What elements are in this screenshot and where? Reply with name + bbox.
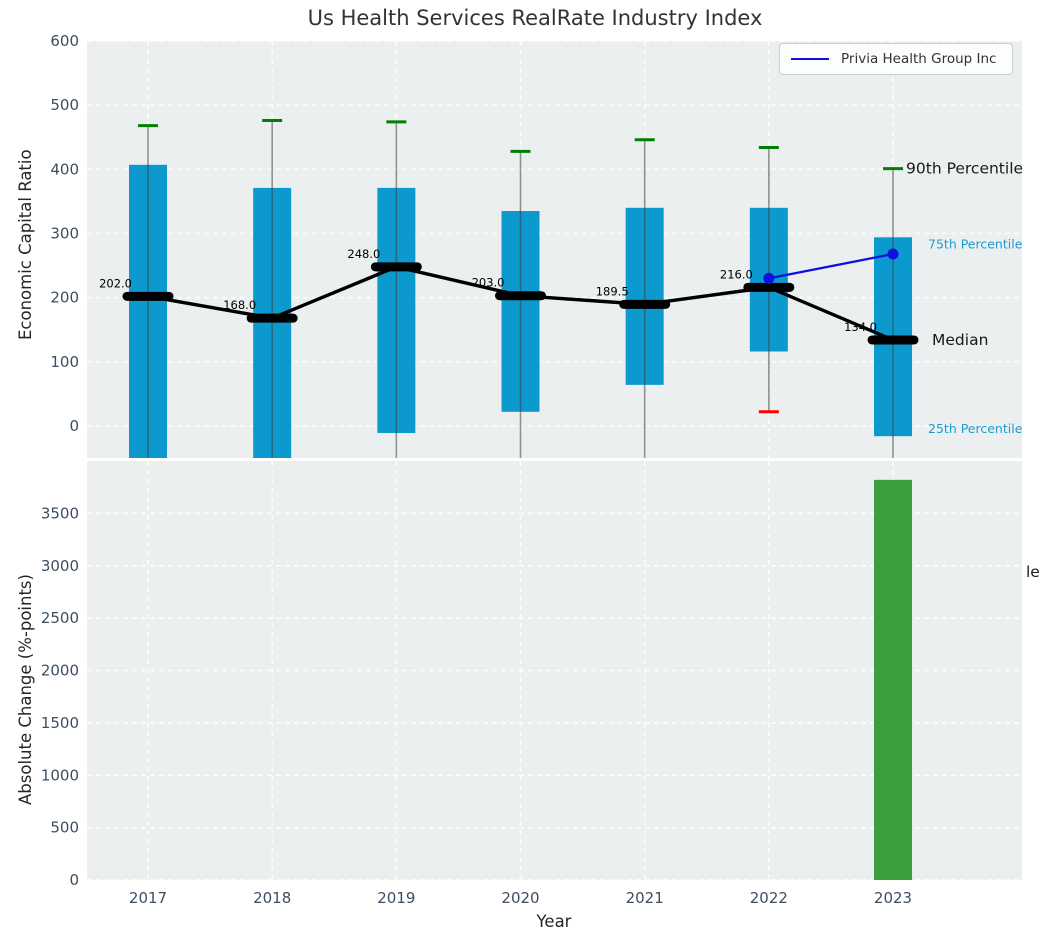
company-point — [888, 248, 899, 259]
bottom-y-tick-label: 3000 — [41, 557, 79, 575]
median-value-label: 248.0 — [347, 247, 380, 261]
x-tick-label: 2017 — [129, 889, 167, 907]
bottom-y-axis-label: Absolute Change (%-points) — [16, 574, 35, 805]
change-bar-2023 — [874, 480, 912, 880]
median-value-label: 134.0 — [844, 320, 877, 334]
legend-line-sample — [791, 58, 829, 60]
bottom-y-tick-label: 500 — [50, 819, 79, 837]
top-y-tick-label: 500 — [50, 96, 79, 114]
top-y-tick-label: 600 — [50, 32, 79, 50]
bottom-axes-group — [87, 461, 1022, 880]
bottom-y-tick-label: 2000 — [41, 662, 79, 680]
top-y-tick-label: 400 — [50, 160, 79, 178]
chart-canvas: 202.0 168.0 248.0 203.0 189.5 216.0 134.0 90th … — [0, 0, 1041, 942]
bottom-y-tick-label: 3500 — [41, 504, 79, 522]
top-axes-group: 202.0 168.0 248.0 203.0 189.5 216.0 134.0 — [87, 41, 1022, 470]
bottom-y-tick-label: 0 — [69, 871, 79, 889]
top-y-tick-label: 300 — [50, 224, 79, 242]
annotation-90th-percentile: 90th Percentile — [906, 160, 1023, 178]
x-tick-label: 2019 — [377, 889, 415, 907]
annotation-75th-percentile: 75th Percentile — [928, 236, 1023, 251]
x-tick-label: 2022 — [750, 889, 788, 907]
top-y-tick-label: 100 — [50, 353, 79, 371]
annotation-25th-percentile: 25th Percentile — [928, 421, 1023, 436]
median-value-label: 168.0 — [223, 298, 256, 312]
company-point — [763, 273, 774, 284]
median-value-label: 203.0 — [472, 276, 505, 290]
legend-label: Privia Health Group Inc — [841, 51, 996, 67]
median-value-label: 189.5 — [596, 284, 629, 298]
x-tick-label: 2020 — [501, 889, 539, 907]
annotation-median: Median — [932, 331, 988, 349]
median-value-label: 202.0 — [99, 276, 132, 290]
legend: Privia Health Group Inc — [779, 43, 1013, 75]
x-tick-label: 2018 — [253, 889, 291, 907]
figure: Us Health Services RealRate Industry Ind… — [0, 0, 1041, 942]
x-tick-label: 2021 — [626, 889, 664, 907]
bottom-y-tick-label: 2500 — [41, 609, 79, 627]
top-y-tick-label: 200 — [50, 289, 79, 307]
top-y-tick-label: 0 — [69, 417, 79, 435]
bottom-y-tick-label: 1000 — [41, 766, 79, 784]
x-axis-label: Year — [537, 912, 572, 931]
bottom-y-tick-label: 1500 — [41, 714, 79, 732]
top-y-axis-label: Economic Capital Ratio — [16, 149, 35, 340]
clipped-right-label: le — [1026, 563, 1040, 581]
x-tick-label: 2023 — [874, 889, 912, 907]
median-value-label: 216.0 — [720, 267, 753, 281]
